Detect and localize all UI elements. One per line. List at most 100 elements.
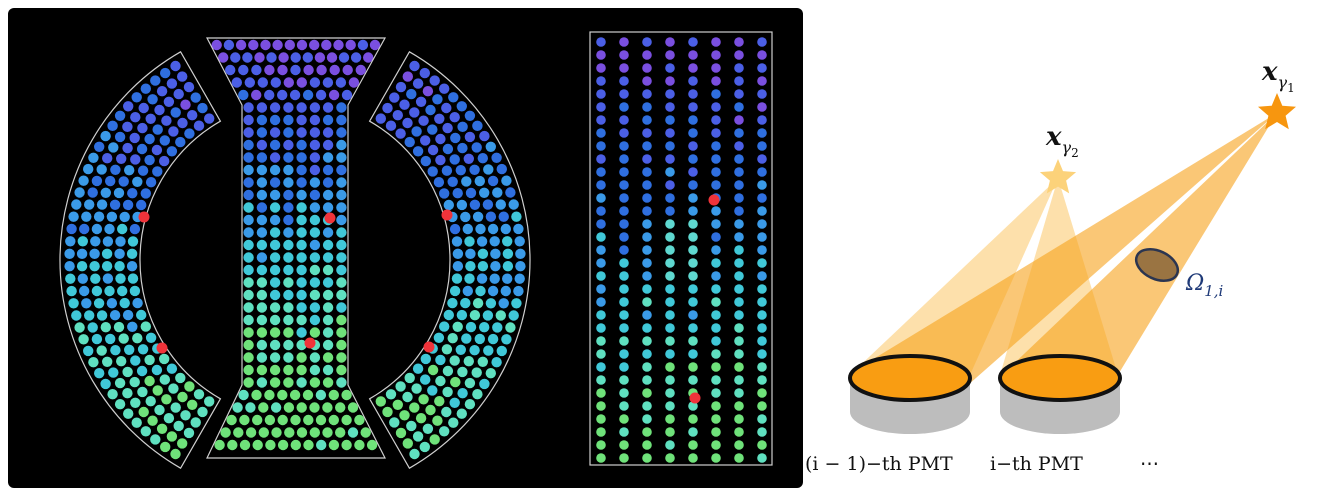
pmt-dot — [487, 175, 499, 187]
pmt-dot — [256, 152, 268, 163]
pmt-dot — [309, 352, 321, 363]
pmt-dot — [596, 206, 606, 216]
pmt-dot — [336, 252, 347, 263]
pmt-dot — [309, 177, 321, 188]
pmt-dot — [309, 227, 321, 238]
pmt-dot — [84, 199, 95, 210]
pmt-dot — [283, 339, 294, 351]
pmt-dot — [665, 154, 675, 164]
pmt-dot — [642, 102, 652, 112]
pmt-dot — [355, 64, 366, 76]
pmt-dot — [114, 131, 126, 143]
pmt-dot — [283, 214, 294, 226]
pmt-dot — [227, 439, 238, 451]
pmt-dot — [402, 71, 413, 82]
pmt-dot — [357, 39, 369, 51]
pmt-dot — [452, 261, 464, 272]
pmt-dot — [106, 298, 118, 309]
pmt-dot — [642, 362, 652, 372]
pmt-dot — [180, 99, 191, 110]
pmt-dot — [96, 345, 107, 356]
pmt-dot — [283, 377, 294, 388]
pmt-dot — [495, 199, 506, 210]
pmt-dot — [145, 332, 157, 343]
pmt-dot — [243, 289, 254, 301]
pmt-dot — [688, 284, 698, 294]
pmt-dot — [147, 94, 158, 105]
pmt-dot — [515, 248, 526, 259]
pmt-dot — [102, 236, 114, 247]
pmt-dot — [283, 127, 294, 138]
pmt-dot — [243, 302, 254, 313]
pmt-dot — [757, 193, 767, 203]
pmt-dot — [711, 154, 721, 164]
pmt-dot — [395, 427, 407, 439]
pmt-dot — [485, 211, 497, 222]
pmt-dot — [619, 115, 629, 125]
pmt-dot — [336, 277, 347, 288]
pmt-dot — [163, 413, 175, 424]
pmt-dot — [463, 153, 474, 164]
pmt-dot — [406, 88, 417, 100]
pmt-dot — [117, 285, 128, 297]
pmt-dot — [487, 223, 499, 235]
pmt-dot — [122, 199, 134, 211]
pmt-dot — [442, 143, 454, 155]
pmt-dot — [322, 114, 334, 126]
pmt-dot — [269, 327, 281, 338]
pmt-dot — [296, 377, 307, 388]
pmt-dot — [642, 89, 652, 99]
pmt-dot — [642, 63, 652, 73]
pmt-dot — [290, 439, 301, 451]
pmt-dot — [412, 146, 424, 157]
pmt-dot — [501, 175, 512, 186]
beam — [1002, 113, 1277, 378]
pmt-dot — [322, 152, 334, 163]
pmt-dot — [238, 389, 249, 401]
pmt-dot — [711, 232, 721, 242]
pmt-dot — [354, 414, 365, 426]
pmt-dot — [296, 352, 307, 363]
pmt-dot — [243, 314, 254, 326]
solid-angle-label: Ω1,i — [1185, 271, 1224, 300]
pmt-dot — [289, 389, 301, 401]
pmt-dot — [483, 164, 494, 175]
pmt-dot — [296, 127, 307, 138]
pmt-dot — [757, 349, 767, 359]
pmt-dot — [472, 120, 483, 131]
pmt-dot — [514, 236, 525, 247]
pmt-dot — [296, 264, 307, 276]
pmt-dot — [314, 52, 326, 63]
pmt-dot — [140, 83, 151, 94]
pmt-dot — [296, 364, 307, 376]
pmt-dot — [204, 113, 215, 124]
pmt-dot — [472, 298, 484, 309]
pmt-dot — [596, 440, 606, 450]
pmt-dot — [150, 75, 161, 86]
pmt-dot — [283, 77, 294, 88]
pmt-dot — [688, 193, 698, 203]
pmt-dot — [269, 239, 281, 251]
pmt-dot — [596, 271, 606, 281]
pmt-dot — [290, 414, 301, 426]
pmt-dot — [642, 180, 652, 190]
pmt-dot — [91, 175, 103, 187]
index: 2 — [1071, 146, 1079, 160]
pmt-dot — [336, 289, 347, 301]
pmt-dot — [409, 107, 420, 118]
pmt-dot — [462, 285, 473, 297]
pmt-dot — [435, 154, 446, 166]
pmt-dot — [296, 252, 307, 263]
pmt-dot — [734, 180, 744, 190]
pmt-dot — [177, 391, 188, 403]
pmt-dot — [711, 375, 721, 385]
pmt-dot — [170, 60, 181, 72]
pmt-dot — [665, 336, 675, 346]
pmt-dot — [87, 322, 98, 333]
pmt-dot — [109, 199, 121, 210]
pmt-dot — [101, 261, 113, 272]
pmt-dot — [619, 37, 629, 47]
pmt-dot — [230, 52, 241, 63]
pmt-dot — [252, 439, 263, 451]
pmt-dot — [472, 211, 484, 222]
